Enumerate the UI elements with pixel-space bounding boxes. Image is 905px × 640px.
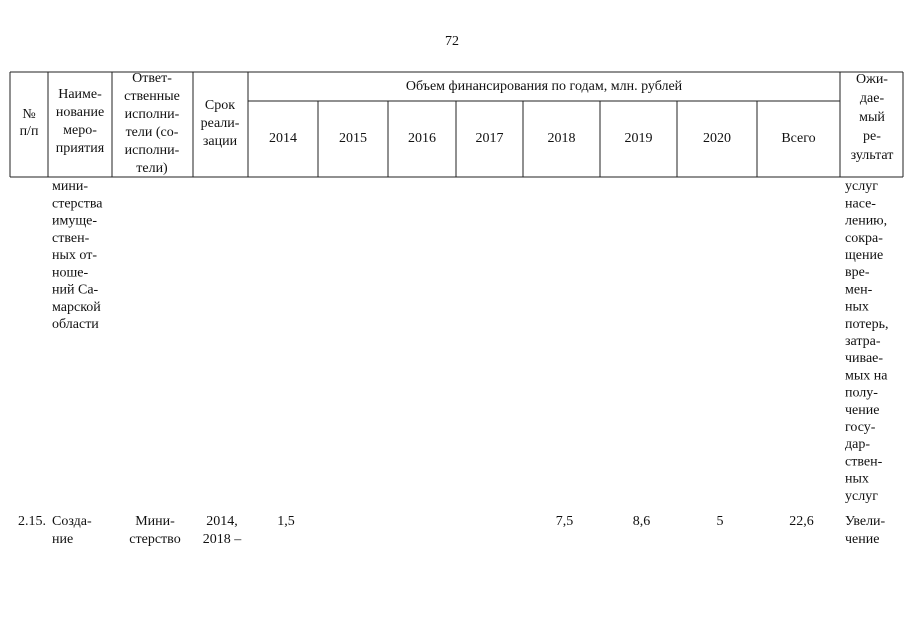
cell-result: насе- (845, 196, 876, 211)
cell-name: ний Са- (52, 283, 99, 298)
header-term: зации (203, 134, 238, 149)
header-result: Ожи- (856, 72, 888, 87)
cell-result: полу- (845, 386, 878, 401)
header-responsible: исполни- (125, 107, 180, 122)
cell-result: мых на (845, 368, 888, 383)
header-responsible: Ответ- (132, 71, 172, 86)
header-year: 2017 (476, 131, 504, 146)
cell-result: затра- (845, 334, 881, 349)
header-year: 2020 (703, 131, 731, 146)
header-responsible: тели) (136, 161, 168, 176)
header-year: 2016 (408, 131, 436, 146)
header-year: 2019 (625, 131, 653, 146)
cell-result: лению, (845, 214, 887, 229)
header-name: приятия (56, 141, 105, 156)
header-year: 2014 (269, 131, 297, 146)
cell-name: марской (52, 300, 101, 315)
page-number: 72 (445, 34, 459, 49)
header-responsible: тели (со- (126, 125, 179, 140)
cell-result: мен- (845, 282, 873, 297)
cell-result: Увели- (845, 514, 886, 529)
cell-value: 1,5 (277, 514, 295, 529)
cell-num: 2.15. (18, 514, 46, 529)
header-responsible: исполни- (125, 143, 180, 158)
cell-name: ных от- (52, 248, 97, 263)
cell-result: услуг (845, 489, 878, 504)
cell-result: госу- (845, 420, 876, 435)
cell-result: вре- (845, 265, 870, 280)
cell-result: ных (845, 472, 869, 487)
cell-value: 7,5 (556, 514, 574, 529)
header-year: 2015 (339, 131, 367, 146)
cell-result: щение (845, 248, 883, 263)
header-result: зультат (851, 148, 894, 163)
header-result: ре- (863, 129, 881, 144)
cell-responsible: стерство (129, 532, 180, 547)
cell-result: чение (845, 532, 879, 547)
cell-name: ноше- (52, 265, 88, 280)
cell-name: имуще- (52, 214, 97, 229)
header-year: Всего (781, 131, 815, 146)
cell-result: ных (845, 300, 869, 315)
header-year: 2018 (548, 131, 576, 146)
cell-responsible: Мини- (135, 514, 175, 529)
table-grid (9, 71, 904, 178)
cell-name: ствен- (52, 231, 90, 246)
cell-result: услуг (845, 179, 878, 194)
cell-term: 2018 – (203, 532, 243, 547)
header-responsible: ственные (124, 89, 180, 104)
cell-name: Созда- (52, 514, 92, 529)
cell-result: дар- (845, 437, 870, 452)
cell-value: 8,6 (633, 514, 651, 529)
header-result: дае- (860, 91, 885, 106)
header-term: Срок (205, 98, 235, 113)
cell-name: стерства (52, 196, 103, 211)
cell-result: ствен- (845, 454, 883, 469)
financing-header: Объем финансирования по годам, млн. рубл… (406, 79, 683, 94)
header-result: мый (859, 110, 885, 125)
cell-name: мини- (52, 179, 88, 194)
cell-term: 2014, (206, 514, 238, 529)
header-name: меро- (63, 123, 97, 138)
cell-name: ние (52, 532, 73, 547)
cell-name: области (52, 317, 99, 332)
header-num: № (22, 107, 35, 122)
cell-result: чение (845, 403, 879, 418)
cell-result: потерь, (845, 317, 889, 332)
header-name: нование (56, 105, 104, 120)
cell-value: 5 (717, 514, 724, 529)
cell-value: 22,6 (789, 514, 814, 529)
header-term: реали- (201, 116, 240, 131)
header-name: Наиме- (58, 87, 102, 102)
cell-result: сокра- (845, 231, 883, 246)
cell-result: чивае- (845, 351, 883, 366)
header-num: п/п (20, 124, 39, 139)
